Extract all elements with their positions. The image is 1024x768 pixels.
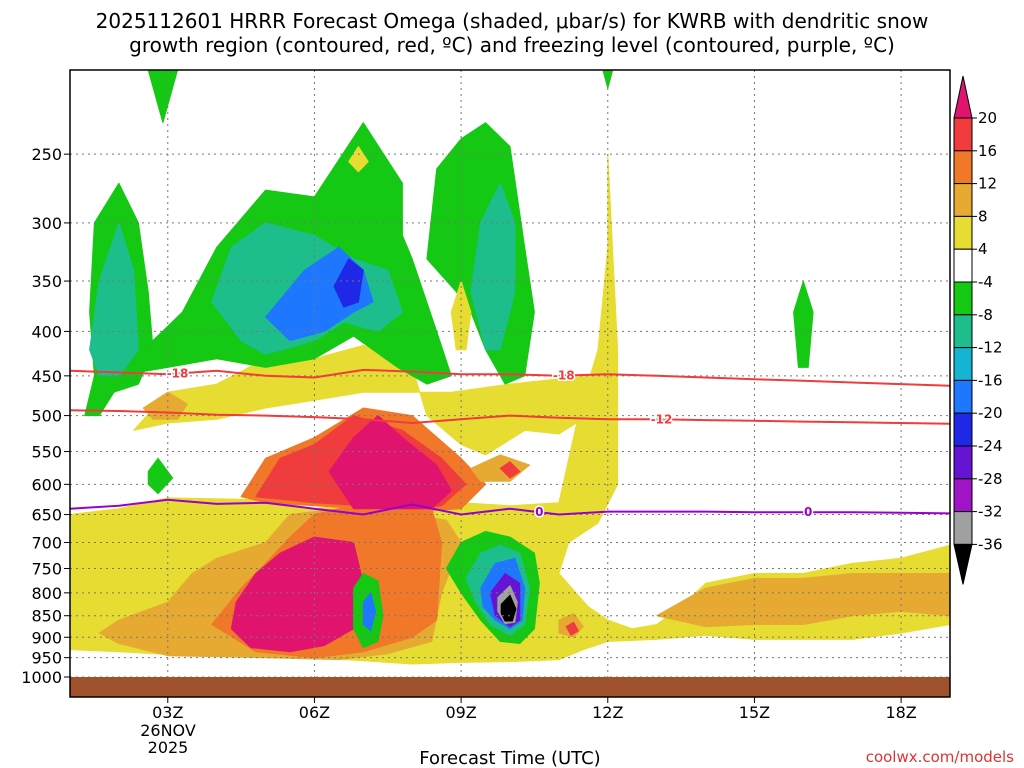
- contour-label-0: 0: [535, 505, 543, 519]
- colorbar-swatch-7: [953, 314, 973, 349]
- colorbar-swatch-12: [953, 478, 973, 513]
- y-tick-label-600: 600: [31, 475, 62, 494]
- colorbar-swatch-9: [953, 379, 973, 414]
- date-label-day: 26NOV: [140, 721, 196, 740]
- colorbar-label-4: 4: [978, 240, 988, 258]
- colorbar-label-20: 20: [978, 109, 997, 127]
- contour-label--18: -18: [553, 369, 575, 383]
- omega-region-magenta-mid: [328, 415, 452, 510]
- colorbar-swatch-10: [953, 412, 973, 447]
- chart-title-line1: 2025112601 HRRR Forecast Omega (shaded, …: [96, 9, 929, 33]
- omega-region-purple-main: [333, 258, 364, 308]
- colorbar-label-12: 12: [978, 175, 997, 193]
- colorbar-swatch-13: [953, 511, 973, 545]
- ground-strip: [70, 677, 950, 697]
- x-tick-label-15Z: 15Z: [739, 703, 770, 722]
- colorbar-swatch-4: [953, 215, 973, 250]
- temperature-contours: -18 -18 -12 0 0: [70, 365, 950, 521]
- omega-region-cyan-west: [89, 222, 139, 377]
- colorbar-label--4: -4: [978, 273, 993, 291]
- colorbar-label--36: -36: [978, 535, 1003, 553]
- y-tick-label-550: 550: [31, 443, 62, 462]
- omega-region-red-blob-2: [565, 621, 579, 636]
- colorbar-swatch-5: [953, 248, 973, 283]
- colorbar-swatch-6: [953, 281, 973, 316]
- x-axis-label: Forecast Time (UTC): [419, 748, 600, 768]
- y-tick-label-300: 300: [31, 214, 62, 233]
- colorbar-arrow-bottom: [953, 543, 973, 585]
- omega-region-green-east: [793, 280, 814, 368]
- x-tick-label-18Z: 18Z: [885, 703, 916, 722]
- colorbar-label--28: -28: [978, 470, 1003, 488]
- y-tick-label-1000: 1000: [21, 668, 62, 687]
- contour--12: [70, 409, 950, 425]
- omega-region-green-top: [147, 70, 179, 124]
- colorbar-label--20: -20: [978, 404, 1003, 422]
- x-tick-label-12Z: 12Z: [592, 703, 623, 722]
- colorbar-label--12: -12: [978, 339, 1003, 357]
- omega-shading: [70, 70, 950, 665]
- x-axis-ticks: 03Z 06Z 09Z 12Z 15Z 18Z: [152, 697, 917, 722]
- y-tick-label-950: 950: [31, 649, 62, 668]
- omega-region-yellow-blob-top: [348, 146, 369, 173]
- y-tick-label-650: 650: [31, 506, 62, 525]
- colorbar-label-16: 16: [978, 142, 997, 160]
- plot-frame: [69, 69, 951, 698]
- colorbar-swatch-3: [953, 183, 973, 217]
- y-tick-label-900: 900: [31, 628, 62, 647]
- contour-0: [70, 498, 950, 516]
- colorbar-swatch-1: [953, 117, 973, 152]
- y-axis-ticks: 250 300 350 400 450 500 550 600 650 700 750 800 850 9…: [21, 145, 70, 687]
- colorbar-label--16: -16: [978, 371, 1003, 389]
- colorbar-swatch-2: [953, 150, 973, 185]
- omega-region-yellow-blob: [450, 280, 472, 351]
- contour-label--12: -12: [651, 412, 673, 426]
- omega-region-green-small: [147, 457, 174, 495]
- colorbar-swatch-8: [953, 347, 973, 381]
- contour-label--18: -18: [167, 366, 189, 380]
- date-label-year: 2025: [148, 738, 189, 757]
- x-tick-label-06Z: 06Z: [299, 703, 330, 722]
- omega-region-cyan-upper: [470, 182, 516, 351]
- colorbar-label-8: 8: [978, 207, 988, 225]
- y-tick-label-850: 850: [31, 607, 62, 626]
- y-tick-label-700: 700: [31, 533, 62, 552]
- colorbar-label--24: -24: [978, 437, 1003, 455]
- x-tick-label-09Z: 09Z: [445, 703, 476, 722]
- y-tick-label-800: 800: [31, 584, 62, 603]
- y-tick-label-750: 750: [31, 560, 62, 579]
- colorbar-arrow-top: [953, 75, 973, 119]
- colorbar-label--32: -32: [978, 503, 1003, 521]
- omega-region-black-low: [500, 594, 517, 622]
- y-tick-label-250: 250: [31, 145, 62, 164]
- colorbar: 20 16 12 8 4 -4 -8 -12 -16 -20 -24 -28 -32 -36: [953, 75, 1003, 585]
- credit-text: coolwx.com/models: [866, 748, 1014, 766]
- colorbar-swatch-11: [953, 445, 973, 480]
- y-tick-label-500: 500: [31, 407, 62, 426]
- y-tick-label-400: 400: [31, 322, 62, 341]
- colorbar-label--8: -8: [978, 306, 993, 324]
- contour--18: [70, 368, 950, 387]
- grid-lines: [70, 70, 950, 678]
- omega-region-red-blob: [499, 461, 521, 479]
- omega-region-green-top-east: [602, 70, 614, 89]
- y-tick-label-350: 350: [31, 272, 62, 291]
- chart-title-line2: growth region (contoured, red, ºC) and f…: [129, 33, 895, 57]
- omega-region-blue-narrow: [362, 592, 377, 632]
- y-tick-label-450: 450: [31, 367, 62, 386]
- x-tick-label-03Z: 03Z: [152, 703, 183, 722]
- contour-label-0: 0: [804, 505, 812, 519]
- omega-region-orange-low-east: [656, 573, 950, 628]
